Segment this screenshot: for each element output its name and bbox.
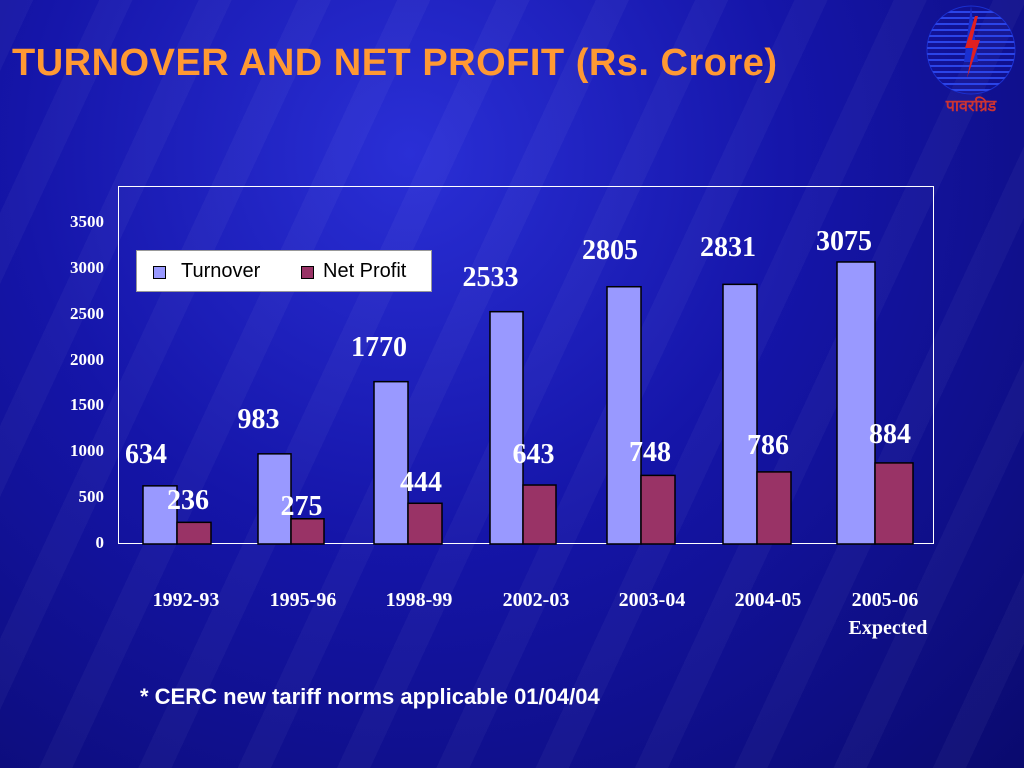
y-tick-label: 3000 [70, 258, 104, 277]
net-profit-data-label: 748 [629, 437, 671, 469]
turnover-data-label: 1770 [351, 331, 407, 363]
y-tick-label: 1000 [70, 441, 104, 460]
net-profit-bar [407, 502, 443, 545]
legend-swatch-net-profit [301, 266, 314, 279]
x-tick-label: 2005-06 [851, 589, 919, 611]
x-tick-label: 1998-99 [385, 589, 453, 611]
x-tick-label: 2003-04 [618, 589, 686, 611]
net-profit-bar [640, 474, 676, 545]
turnover-bar [142, 485, 178, 545]
x-tick-label: 2002-03 [502, 589, 570, 611]
turnover-bar [836, 261, 876, 545]
net-profit-data-label: 236 [167, 485, 209, 517]
powergrid-logo-icon [926, 5, 1016, 95]
y-tick-label: 3500 [70, 212, 104, 231]
net-profit-data-label: 643 [512, 439, 555, 471]
logo-text: पावरग्रिड [945, 96, 997, 115]
turnover-data-label: 3075 [816, 225, 872, 257]
net-profit-data-label: 786 [747, 429, 789, 461]
net-profit-data-label: 444 [400, 467, 442, 499]
net-profit-data-label: 884 [869, 418, 911, 450]
turnover-data-label: 2831 [700, 232, 756, 264]
net-profit-bar [756, 471, 792, 545]
turnover-bar [373, 380, 409, 545]
net-profit-bar [176, 521, 212, 545]
turnover-bar [489, 310, 524, 545]
turnover-data-label: 983 [237, 403, 280, 435]
y-tick-label: 1500 [70, 395, 104, 414]
x-tick-label: 2004-05 [734, 589, 802, 611]
page-title: TURNOVER AND NET PROFIT (Rs. Crore) [12, 42, 778, 84]
turnover-bar [606, 285, 642, 545]
net-profit-data-label: 275 [280, 490, 323, 522]
legend-swatch-turnover [153, 266, 166, 279]
net-profit-bar [522, 484, 557, 545]
x-tick-label: 1992-93 [152, 589, 220, 611]
y-tick-label: 2000 [70, 350, 104, 369]
legend-label-turnover: Turnover [181, 260, 261, 282]
turnover-bar [722, 283, 758, 545]
legend-label-net-profit: Net Profit [323, 260, 407, 282]
net-profit-bar [290, 518, 325, 545]
net-profit-bar [874, 462, 914, 545]
y-tick-label: 500 [78, 487, 105, 506]
turnover-data-label: 2805 [582, 234, 638, 266]
turnover-data-label: 634 [125, 438, 167, 470]
chart-legend: Turnover Net Profit [136, 250, 432, 292]
turnover-data-label: 2533 [462, 261, 519, 293]
x-tick-sublabel: Expected [848, 617, 928, 639]
x-tick-label: 1995-96 [269, 589, 337, 611]
turnover-bar [257, 453, 292, 545]
y-tick-label: 0 [95, 533, 105, 552]
footnote: * CERC new tariff norms applicable 01/04… [140, 684, 600, 709]
y-tick-label: 2500 [70, 304, 104, 323]
